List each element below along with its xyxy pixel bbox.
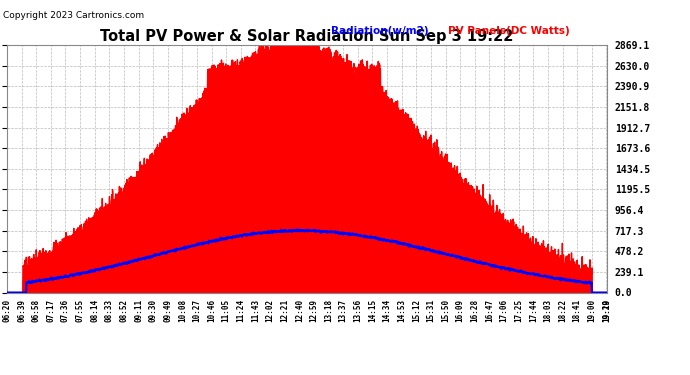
Title: Total PV Power & Solar Radiation Sun Sep 3 19:22: Total PV Power & Solar Radiation Sun Sep… [100, 29, 514, 44]
Text: Copyright 2023 Cartronics.com: Copyright 2023 Cartronics.com [3, 11, 145, 20]
Text: Radiation(w/m2): Radiation(w/m2) [331, 26, 428, 36]
Text: PV Panels(DC Watts): PV Panels(DC Watts) [448, 26, 570, 36]
